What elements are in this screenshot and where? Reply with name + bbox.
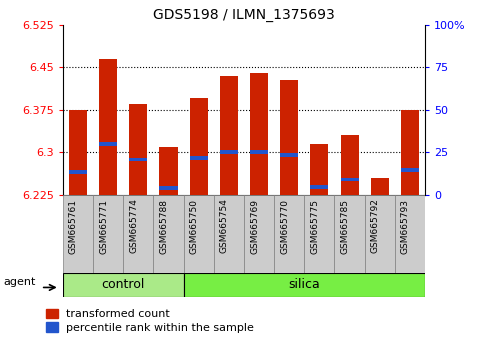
Bar	[184, 195, 213, 273]
Bar	[159, 147, 178, 195]
Bar	[154, 195, 184, 273]
Text: GSM665769: GSM665769	[250, 199, 259, 253]
Bar	[311, 185, 328, 189]
Text: silica: silica	[288, 279, 320, 291]
Bar	[184, 273, 425, 297]
Text: GSM665771: GSM665771	[99, 199, 108, 253]
Bar	[341, 178, 358, 181]
Bar	[129, 104, 147, 195]
Bar	[69, 170, 87, 174]
Text: GSM665761: GSM665761	[69, 199, 78, 253]
Bar	[244, 195, 274, 273]
Bar	[371, 195, 389, 198]
Bar	[220, 150, 238, 154]
Text: GSM665792: GSM665792	[371, 199, 380, 253]
Bar	[189, 98, 208, 195]
Bar	[274, 195, 304, 273]
Text: GSM665785: GSM665785	[341, 199, 350, 253]
Text: GSM665770: GSM665770	[280, 199, 289, 253]
Title: GDS5198 / ILMN_1375693: GDS5198 / ILMN_1375693	[153, 8, 335, 22]
Bar	[395, 195, 425, 273]
Bar	[123, 195, 154, 273]
Bar	[371, 178, 389, 195]
Bar	[220, 76, 238, 195]
Text: GSM665750: GSM665750	[190, 199, 199, 253]
Bar	[213, 195, 244, 273]
Text: GSM665775: GSM665775	[311, 199, 319, 253]
Bar	[63, 195, 93, 273]
Text: control: control	[101, 279, 145, 291]
Bar	[69, 110, 87, 195]
Legend: transformed count, percentile rank within the sample: transformed count, percentile rank withi…	[44, 307, 256, 335]
Bar	[304, 195, 334, 273]
Bar	[334, 195, 365, 273]
Text: GSM665774: GSM665774	[129, 199, 138, 253]
Bar	[250, 73, 268, 195]
Bar	[401, 169, 419, 172]
Text: GSM665754: GSM665754	[220, 199, 229, 253]
Bar	[280, 153, 298, 157]
Bar	[280, 80, 298, 195]
Bar	[159, 186, 178, 190]
Bar	[341, 135, 358, 195]
Bar	[401, 110, 419, 195]
Bar	[99, 142, 117, 145]
Bar	[365, 195, 395, 273]
Bar	[311, 144, 328, 195]
Bar	[129, 158, 147, 161]
Bar	[250, 150, 268, 154]
Text: agent: agent	[3, 278, 36, 287]
Bar	[63, 273, 184, 297]
Bar	[99, 59, 117, 195]
Bar	[189, 156, 208, 160]
Text: GSM665793: GSM665793	[401, 199, 410, 253]
Text: GSM665788: GSM665788	[159, 199, 169, 253]
Bar	[93, 195, 123, 273]
